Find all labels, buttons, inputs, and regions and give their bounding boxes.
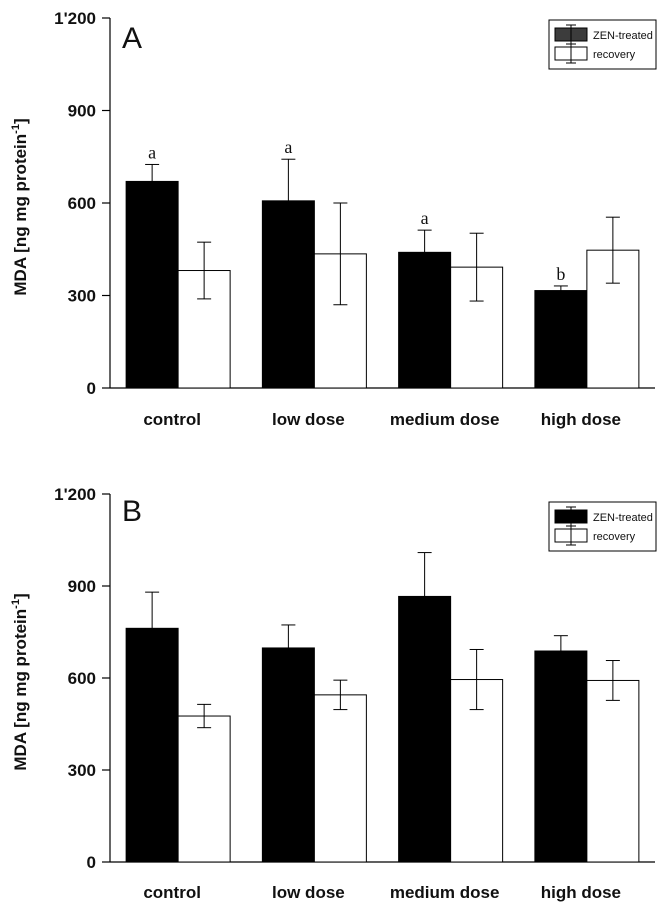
bars: a a a b [125, 137, 640, 389]
category-label: low dose [272, 410, 345, 429]
legend-label-recovery: recovery [593, 49, 636, 61]
category-label: low dose [272, 883, 345, 902]
y-tick-label: 600 [68, 194, 96, 213]
bar-zen-treated [261, 647, 315, 863]
legend-box [548, 501, 657, 552]
y-tick-label: 900 [68, 577, 96, 596]
category-label: medium dose [390, 410, 500, 429]
y-tick-label: 900 [68, 102, 96, 121]
y-tick-label: 600 [68, 669, 96, 688]
category-label: control [143, 883, 201, 902]
bar-recovery [586, 679, 640, 863]
legend: ZEN-treated recovery [548, 501, 657, 552]
y-axis-label: MDA [ng mg protein-1] [10, 118, 30, 295]
significance-label: a [284, 137, 292, 157]
panel-letter: A [122, 22, 142, 55]
significance-label: a [148, 142, 156, 162]
y-tick-label: 300 [68, 287, 96, 306]
y-axis-label: MDA [ng mg protein-1] [10, 593, 30, 770]
y-tick-label: 300 [68, 761, 96, 780]
bar-zen-treated [125, 180, 179, 389]
bar-zen-treated [398, 251, 452, 389]
bar-zen-treated [534, 650, 588, 863]
bar-zen-treated [398, 595, 452, 863]
y-tick-label: 1'200 [54, 485, 96, 504]
bar-recovery [177, 715, 231, 863]
chart-panel-b: 0 300 600 900 1'200 MDA [ng mg protein-1] Bcon… [10, 485, 657, 902]
legend: ZEN-treated recovery [548, 19, 657, 70]
category-label: medium dose [390, 883, 500, 902]
bar-zen-treated [534, 290, 588, 389]
bar-zen-treated [261, 200, 315, 389]
category-label: control [143, 410, 201, 429]
legend-label-recovery: recovery [593, 531, 636, 543]
legend-label-zen-treated: ZEN-treated [593, 512, 653, 524]
legend-box [548, 19, 657, 70]
category-label: high dose [541, 410, 621, 429]
y-tick-label: 1'200 [54, 9, 96, 28]
panel-letter: B [122, 495, 142, 528]
legend-label-zen-treated: ZEN-treated [593, 30, 653, 42]
bar-recovery [313, 694, 367, 863]
y-tick-label: 0 [87, 379, 96, 398]
significance-label: b [556, 264, 565, 284]
bar-zen-treated [125, 627, 179, 863]
bars [125, 552, 640, 863]
significance-label: a [421, 208, 429, 228]
y-tick-label: 0 [87, 853, 96, 872]
category-label: high dose [541, 883, 621, 902]
